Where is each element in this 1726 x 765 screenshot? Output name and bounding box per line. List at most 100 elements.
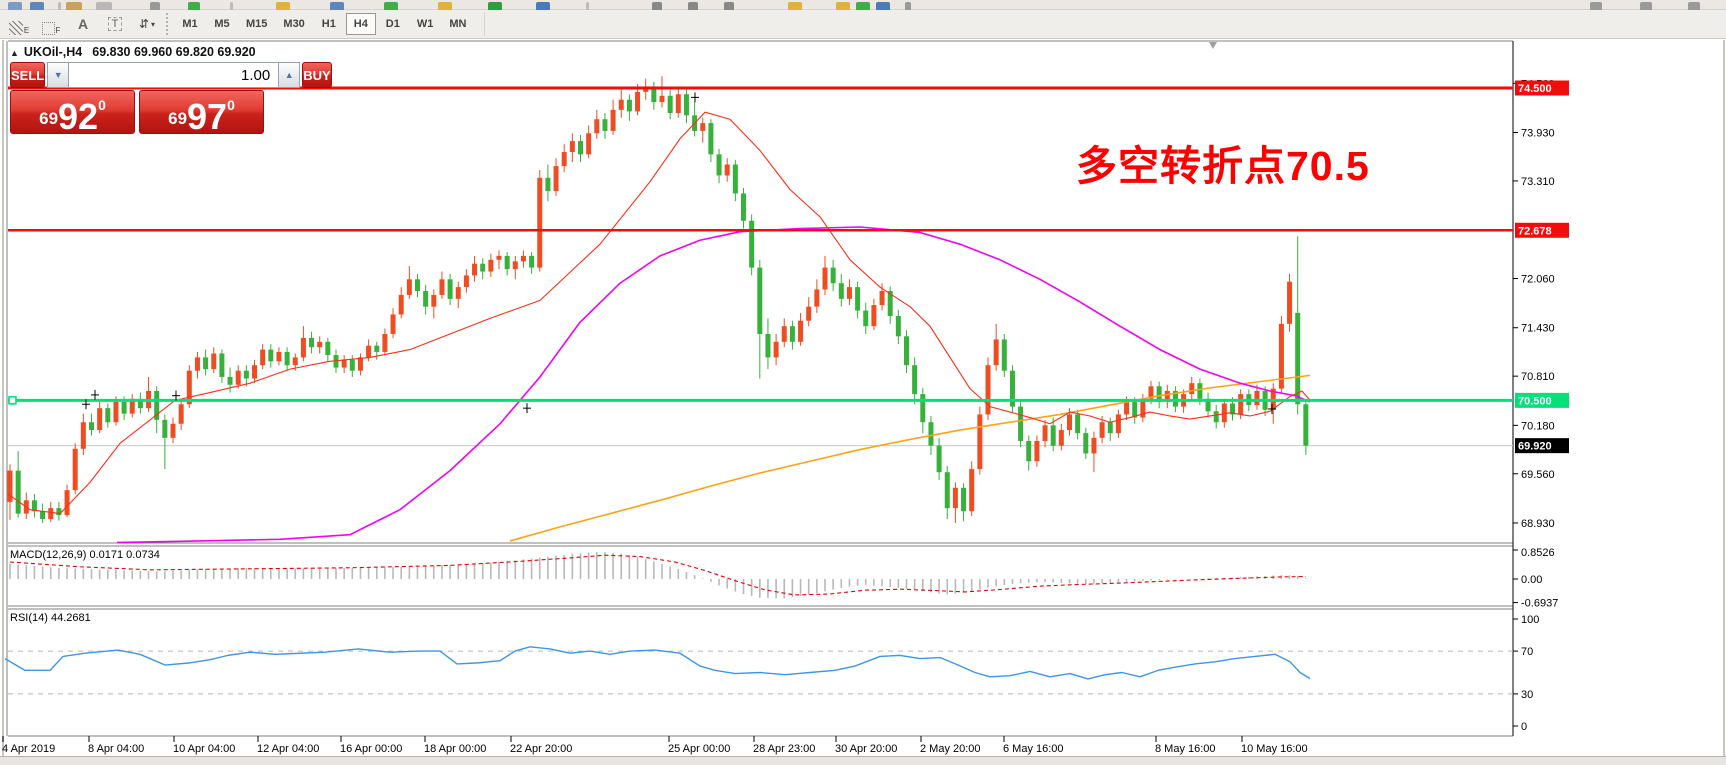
svg-text:74.500: 74.500	[1518, 83, 1552, 95]
toolbar-icon-sliver[interactable]	[652, 2, 662, 10]
svg-text:69.920: 69.920	[1518, 441, 1552, 453]
svg-text:6 May 16:00: 6 May 16:00	[1003, 743, 1064, 755]
panel-borders	[2, 40, 1725, 756]
toolbar-icon-sliver[interactable]	[1640, 2, 1652, 10]
toolbar-icon-sliver[interactable]	[438, 2, 452, 10]
rsi-levels	[8, 650, 1513, 695]
shift-marker-icon	[1209, 42, 1217, 49]
macd-label: MACD(12,26,9) 0.0171 0.0734	[10, 549, 160, 561]
svg-text:16 Apr 00:00: 16 Apr 00:00	[340, 743, 402, 755]
buy-button[interactable]: BUY	[302, 62, 332, 88]
toolbar-icon-sliver[interactable]	[66, 2, 82, 10]
grid-fibo-icon[interactable]: F	[38, 13, 64, 35]
hatch-icon	[8, 21, 23, 35]
rsi-axis: 100 70 30 0	[1513, 614, 1539, 733]
ohlc-values: 69.830 69.960 69.820 69.920	[92, 45, 256, 59]
toolbar-icon-sliver[interactable]	[536, 2, 550, 10]
svg-text:10 Apr 04:00: 10 Apr 04:00	[173, 743, 235, 755]
svg-text:12 Apr 04:00: 12 Apr 04:00	[257, 743, 319, 755]
cross-markers[interactable]	[82, 92, 1276, 414]
toolbar-icon-sliver[interactable]	[330, 2, 344, 10]
toolbar-icon-sliver[interactable]	[905, 2, 911, 10]
toolbar-icon-sliver[interactable]	[488, 2, 502, 10]
svg-text:2 May 20:00: 2 May 20:00	[920, 743, 981, 755]
toolbar-icon-sliver[interactable]	[8, 2, 22, 10]
svg-text:0.00: 0.00	[1521, 574, 1542, 586]
toolbar-separator	[166, 13, 168, 35]
volume-up-button[interactable]: ▲	[278, 62, 301, 88]
svg-text:0: 0	[1521, 721, 1527, 733]
toolbar-icon-sliver[interactable]	[1688, 2, 1700, 10]
svg-text:71.430: 71.430	[1521, 323, 1555, 335]
tab-timeframe-D1[interactable]: D1	[378, 13, 408, 35]
chevron-down-icon[interactable]: ▾	[151, 19, 156, 29]
toolbar-icon-sliver[interactable]	[688, 2, 698, 10]
price-axis: 74.56073.93073.31072.06071.43070.81070.1…	[1513, 78, 1555, 530]
svg-text:70.500: 70.500	[1518, 395, 1552, 407]
macd-histogram	[9, 552, 1307, 599]
toolbar-icon-sliver[interactable]	[724, 2, 734, 10]
tab-timeframe-H1[interactable]: H1	[314, 13, 344, 35]
toolbar-icon-sliver[interactable]	[856, 2, 870, 10]
svg-text:30: 30	[1521, 689, 1533, 701]
svg-text:70.810: 70.810	[1521, 371, 1555, 383]
svg-text:28 Apr 23:00: 28 Apr 23:00	[753, 743, 815, 755]
level-lines[interactable]	[8, 86, 1513, 405]
candles-layer	[7, 76, 1309, 523]
sell-button[interactable]: SELL	[10, 62, 46, 88]
tab-timeframe-H4[interactable]: H4	[345, 13, 376, 35]
tab-timeframe-MN[interactable]: MN	[442, 13, 473, 35]
toolbar-icon-sliver[interactable]	[1590, 2, 1602, 10]
collapse-arrow-icon[interactable]: ▲	[10, 48, 19, 58]
toolbar: E F A T ⇵ ▾ M1 M5 M15 M30 H1 H4 D1 W1 MN	[0, 10, 1726, 39]
macd-signal-line	[9, 554, 1307, 596]
toolbar-icon-sliver[interactable]	[384, 2, 398, 10]
buy-price[interactable]: 69 97 0	[139, 90, 264, 134]
toolbar-icon-sliver[interactable]	[276, 2, 290, 10]
toolbar-icon-sliver[interactable]	[230, 2, 233, 10]
text-box-icon[interactable]: T	[102, 13, 128, 35]
svg-text:68.930: 68.930	[1521, 518, 1555, 530]
tab-timeframe-M1[interactable]: M1	[175, 13, 205, 35]
tab-timeframe-M30[interactable]: M30	[276, 13, 311, 35]
toolbar-icon-sliver[interactable]	[30, 2, 44, 10]
tab-timeframe-M15[interactable]: M15	[239, 13, 274, 35]
tab-timeframe-M5[interactable]: M5	[207, 13, 237, 35]
toolbar-icon-sliver[interactable]	[58, 2, 61, 10]
svg-text:100: 100	[1521, 614, 1539, 626]
draw-objects-icon[interactable]: E	[6, 13, 32, 35]
arrows-tool-icon[interactable]: ⇵ ▾	[138, 17, 156, 31]
svg-text:0.8526: 0.8526	[1521, 547, 1555, 559]
toolbar-icon-sliver[interactable]	[150, 2, 160, 10]
toolbar-icon-sliver[interactable]	[586, 2, 589, 10]
chart-title: ▲ UKOil-,H4 69.830 69.960 69.820 69.920	[10, 45, 256, 59]
grid-icon	[41, 22, 55, 35]
rsi-line	[4, 646, 1311, 680]
rsi-label: RSI(14) 44.2681	[10, 612, 91, 624]
toolbar-icon-sliver[interactable]	[96, 2, 112, 10]
svg-text:30 Apr 20:00: 30 Apr 20:00	[835, 743, 897, 755]
svg-text:4 Apr 2019: 4 Apr 2019	[2, 743, 55, 755]
svg-text:73.930: 73.930	[1521, 128, 1555, 140]
chart-text-annotation[interactable]: 多空转折点70.5	[1076, 143, 1370, 189]
date-axis: 4 Apr 2019 8 Apr 04:00 10 Apr 04:00 12 Apr …	[2, 736, 1308, 755]
toolbar-icon-sliver[interactable]	[788, 2, 802, 10]
rsi-value: 44.2681	[50, 612, 91, 624]
volume-down-button[interactable]: ▼	[47, 62, 70, 88]
tab-timeframe-W1[interactable]: W1	[410, 13, 441, 35]
volume-input[interactable]	[69, 62, 279, 88]
toolbar-icon-sliver[interactable]	[188, 2, 200, 10]
sell-price[interactable]: 69 92 0	[10, 90, 135, 134]
toolbar-icon-sliver[interactable]	[836, 2, 850, 10]
toolbar-icon-sliver[interactable]	[876, 2, 890, 10]
svg-text:10 May 16:00: 10 May 16:00	[1241, 743, 1308, 755]
price-badges: 74.500 72.678 70.500 69.920	[1515, 80, 1569, 454]
bottom-strip	[0, 756, 1726, 765]
macd-axis: 0.8526 0.00 -0.6937	[1513, 547, 1558, 610]
text-label-icon[interactable]: A	[77, 16, 89, 32]
svg-text:8 Apr 04:00: 8 Apr 04:00	[88, 743, 144, 755]
svg-text:73.310: 73.310	[1521, 176, 1555, 188]
